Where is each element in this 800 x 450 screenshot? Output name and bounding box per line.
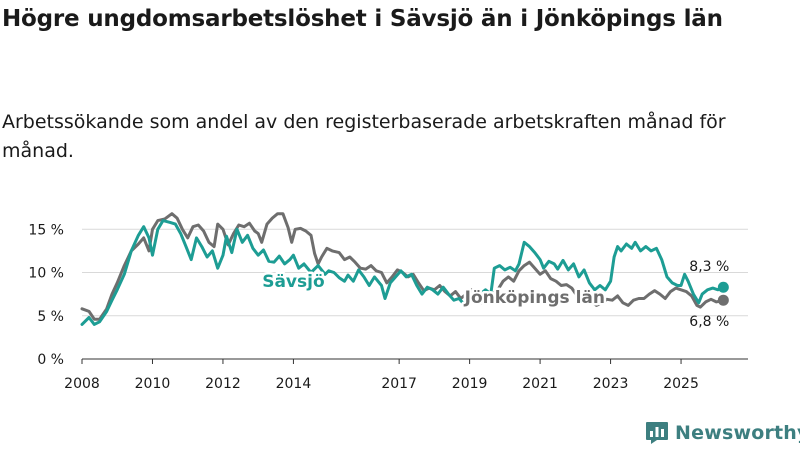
- x-tick-label: 2017: [381, 376, 417, 392]
- series-name-label: Jönköpings län: [464, 288, 605, 308]
- y-tick-label: 15 %: [28, 222, 64, 238]
- gridlines: [82, 228, 748, 317]
- end-value-label: 8,3 %: [689, 259, 729, 275]
- chart-subtitle: Arbetssökande som andel av den registerb…: [2, 111, 726, 162]
- y-tick-label: 0 %: [37, 352, 64, 368]
- x-tick-label: 2019: [452, 376, 488, 392]
- series-line: [80, 219, 725, 326]
- axes: 0 % 5 % 10 % 15 % 2008 2010 2012 2014 2017 2019 20…: [28, 222, 748, 392]
- y-tick-label: 10 %: [28, 266, 64, 282]
- x-tick-label: 2025: [663, 376, 699, 392]
- x-tick-label: 2014: [276, 376, 312, 392]
- end-value-label: 6,8 %: [689, 314, 729, 330]
- x-tick-label: 2012: [205, 376, 241, 392]
- newsworthy-logo-icon: [646, 422, 668, 444]
- series-name-label: Sävsjö: [262, 272, 324, 292]
- y-tick-label: 5 %: [37, 309, 64, 325]
- brand-logo[interactable]: Newsworthy: [645, 420, 800, 446]
- chart-title: Högre ungdomsarbetslöshet i Sävsjö än i …: [2, 6, 723, 32]
- x-tick-label: 2023: [593, 376, 629, 392]
- series-lines: [80, 212, 729, 326]
- x-tick-label: 2021: [522, 376, 558, 392]
- series-labels: 8,3 % 6,8 % Sävsjö Jönköpings län: [260, 259, 730, 330]
- x-tick-label: 2008: [64, 376, 100, 392]
- series-end-dot: [717, 281, 729, 293]
- series-end-dot: [717, 294, 729, 306]
- brand-name: Newsworthy: [675, 422, 800, 444]
- x-tick-label: 2010: [135, 376, 171, 392]
